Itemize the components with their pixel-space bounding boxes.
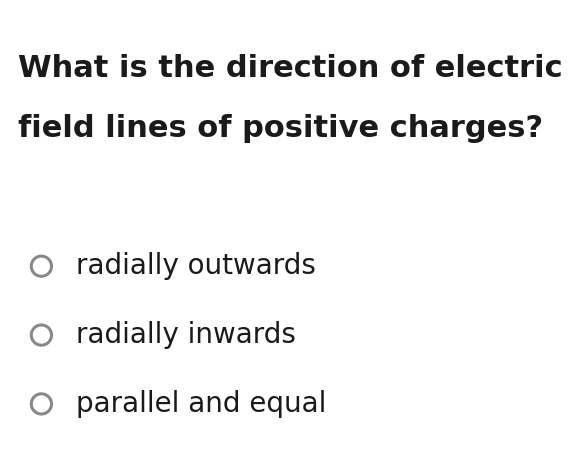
Text: field lines of positive charges?: field lines of positive charges? [18, 114, 544, 143]
Text: What is the direction of electric: What is the direction of electric [18, 54, 563, 84]
Text: parallel and equal: parallel and equal [76, 390, 326, 418]
Text: radially outwards: radially outwards [76, 252, 316, 280]
Text: radially inwards: radially inwards [76, 321, 295, 349]
